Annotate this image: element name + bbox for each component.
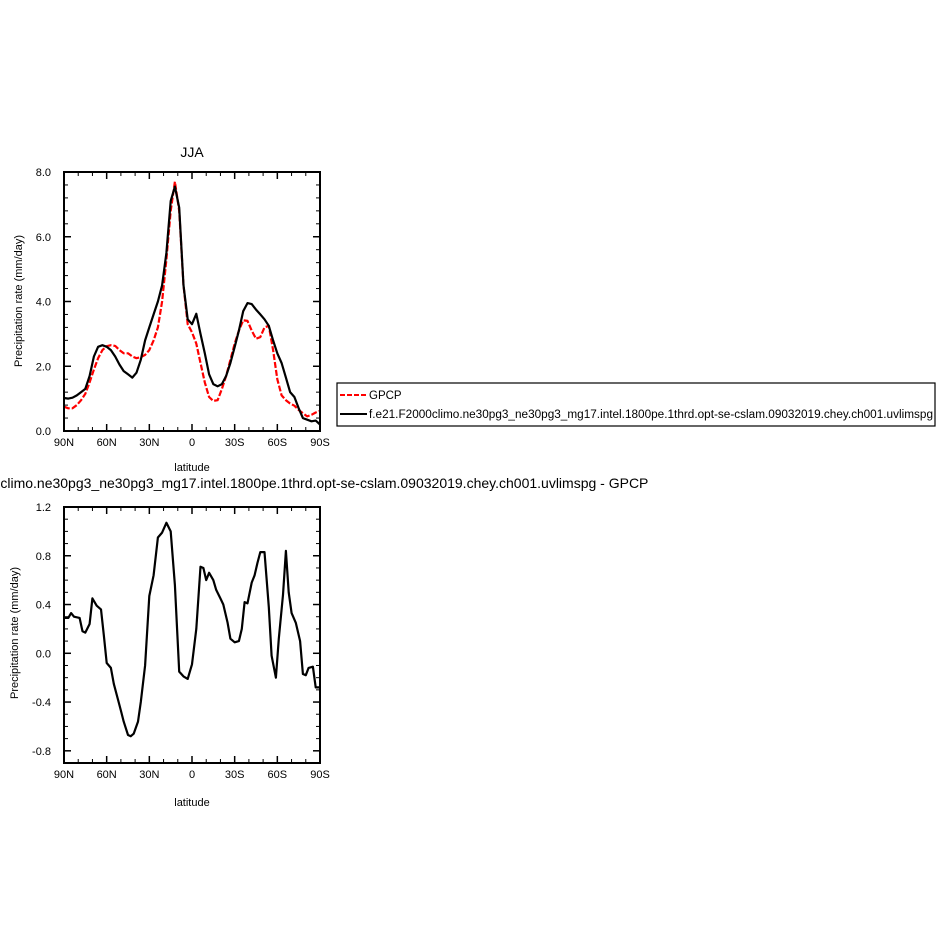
y-tick-label: 1.2 xyxy=(36,502,51,514)
plot-series xyxy=(64,521,320,738)
x-tick-label: 90N xyxy=(54,437,74,449)
x-tick-label: 0 xyxy=(189,769,195,781)
gpcp-series-line xyxy=(63,180,321,418)
legend: GPCP f.e21.F2000climo.ne30pg3_ne30pg3_mg… xyxy=(336,382,936,427)
x-tick-label: 0 xyxy=(189,437,195,449)
y-tick-label: 6.0 xyxy=(36,232,51,244)
x-tick-label: 90N xyxy=(54,769,74,781)
y-tick-label: 8.0 xyxy=(36,167,51,179)
y-tick-label: 4.0 xyxy=(36,297,51,309)
y-tick-label: 0.4 xyxy=(36,600,51,612)
model-series-line xyxy=(63,185,321,426)
x-tick-label: 30N xyxy=(139,769,159,781)
x-tick-label: 30S xyxy=(225,437,245,449)
x-axis-label: latitude xyxy=(174,462,209,474)
y-axis-label: Precipitation rate (mm/day) xyxy=(13,235,25,367)
plot-axes: 90N 60N 30N 0 30S 60S 90S 0.0 2.0 4.0 6.0 8.0 xyxy=(36,167,330,449)
y-tick-label: 0.8 xyxy=(36,551,51,563)
panel-title: f.e21.F2000climo.ne30pg3_ne30pg3_mg17.in… xyxy=(0,475,648,491)
x-tick-label: 90S xyxy=(310,769,330,781)
y-tick-label: 0.0 xyxy=(36,648,51,660)
plot-frame xyxy=(63,506,321,764)
panel-title: JJA xyxy=(180,144,204,160)
difference-series-line xyxy=(64,521,320,738)
legend-box xyxy=(336,382,936,427)
x-tick-label: 60S xyxy=(268,437,288,449)
climatology-panel: JJA Precipitation rate (mm/day) latitude… xyxy=(13,144,330,474)
x-tick-label: 60S xyxy=(268,769,288,781)
x-axis-label: latitude xyxy=(174,797,209,809)
legend-label-model: f.e21.F2000climo.ne30pg3_ne30pg3_mg17.in… xyxy=(369,409,933,421)
legend-label-gpcp: GPCP xyxy=(369,390,402,402)
x-tick-label: 90S xyxy=(310,437,330,449)
x-tick-label: 60N xyxy=(97,437,117,449)
plot-frame xyxy=(63,171,321,432)
y-tick-label: -0.4 xyxy=(32,697,51,709)
y-tick-label: -0.8 xyxy=(32,746,51,758)
x-tick-label: 30S xyxy=(225,769,245,781)
y-tick-label: 0.0 xyxy=(36,426,51,438)
plot-series xyxy=(63,180,321,426)
x-tick-label: 60N xyxy=(97,769,117,781)
x-tick-label: 30N xyxy=(139,437,159,449)
difference-panel: f.e21.F2000climo.ne30pg3_ne30pg3_mg17.in… xyxy=(0,475,648,809)
plot-axes: 90N 60N 30N 0 30S 60S 90S -0.8 -0.4 0.0 0.4 0.8 1.2 xyxy=(32,502,330,781)
y-tick-label: 2.0 xyxy=(36,361,51,373)
y-axis-label: Precipitation rate (mm/day) xyxy=(9,567,21,699)
